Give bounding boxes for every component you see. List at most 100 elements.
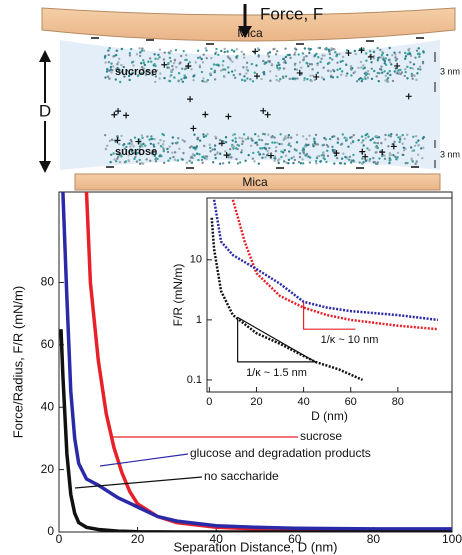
molecule-atom <box>162 149 166 153</box>
molecule-atom <box>345 138 348 142</box>
molecule-atom <box>196 136 199 140</box>
molecule-atom <box>255 141 258 144</box>
molecule-atom <box>343 162 347 165</box>
molecule-atom <box>202 77 205 80</box>
molecule-atom <box>277 61 280 64</box>
molecule-atom <box>217 64 220 67</box>
molecule-atom <box>297 53 300 56</box>
molecule-atom <box>335 156 339 160</box>
plus-charge <box>379 149 386 156</box>
molecule-atom <box>421 137 425 140</box>
molecule-atom <box>308 134 311 137</box>
molecule-atom <box>415 78 418 82</box>
molecule-atom <box>328 56 332 60</box>
molecule-atom <box>138 148 141 151</box>
gap-label: D <box>39 101 51 120</box>
molecule-atom <box>289 56 292 60</box>
molecule-atom <box>117 61 120 64</box>
molecule-atom <box>154 75 158 78</box>
molecule-atom <box>302 58 305 62</box>
molecule-atom <box>250 137 253 140</box>
molecule-atom <box>108 46 111 50</box>
molecule-atom <box>110 138 114 141</box>
molecule-atom <box>323 136 326 140</box>
molecule-atom <box>410 74 414 78</box>
molecule-atom <box>141 162 145 165</box>
molecule-atom <box>177 136 180 140</box>
molecule-atom <box>240 142 244 146</box>
molecule-atom <box>238 161 242 164</box>
molecule-atom <box>152 145 156 148</box>
molecule-atom <box>270 63 274 66</box>
molecule-atom <box>404 51 407 55</box>
plus-charge <box>333 150 340 157</box>
molecule-atom <box>116 156 120 159</box>
plus-charge <box>123 112 130 119</box>
molecule-atom <box>276 50 279 53</box>
molecule-atom <box>268 51 272 54</box>
molecule-atom <box>266 154 269 157</box>
molecule-atom <box>149 159 152 162</box>
molecule-atom <box>404 55 408 58</box>
molecule-atom <box>268 70 272 73</box>
molecule-atom <box>289 145 292 148</box>
molecule-atom <box>336 75 339 79</box>
molecule-atom <box>173 151 177 154</box>
molecule-atom <box>345 157 349 160</box>
molecule-atom <box>331 76 335 79</box>
molecule-atom <box>104 61 107 64</box>
molecule-atom <box>235 157 238 161</box>
molecule-atom <box>202 133 205 136</box>
molecule-atom <box>290 157 293 160</box>
molecule-atom <box>210 67 213 71</box>
molecule-atom <box>234 140 237 144</box>
x-tick-label: 80 <box>367 532 381 546</box>
molecule-atom <box>143 63 147 67</box>
molecule-atom <box>168 79 172 83</box>
molecule-atom <box>347 158 351 161</box>
molecule-atom <box>154 158 157 161</box>
molecule-atom <box>411 67 415 70</box>
molecule-atom <box>258 138 261 142</box>
plus-charge <box>296 69 303 76</box>
molecule-atom <box>330 74 333 78</box>
molecule-atom <box>158 56 161 59</box>
molecule-atom <box>208 143 211 146</box>
molecule-atom <box>171 64 174 68</box>
y-axis-title: F/R (mN/m) <box>171 264 185 327</box>
molecule-atom <box>158 154 161 158</box>
molecule-atom <box>116 153 120 156</box>
plus-charge <box>254 73 261 80</box>
molecule-atom <box>361 157 364 160</box>
molecule-atom <box>198 56 202 59</box>
molecule-atom <box>287 158 291 162</box>
molecule-atom <box>247 153 250 157</box>
molecule-atom <box>159 72 162 75</box>
molecule-atom <box>234 137 237 140</box>
molecule-atom <box>338 67 342 71</box>
molecule-atom <box>144 144 147 147</box>
molecule-atom <box>129 145 132 148</box>
plus-charge <box>111 111 118 118</box>
molecule-atom <box>375 75 378 78</box>
x-tick-label: 80 <box>392 396 404 408</box>
molecule-atom <box>190 161 193 164</box>
molecule-atom <box>154 160 158 163</box>
molecule-atom <box>134 153 138 156</box>
molecule-atom <box>417 144 420 147</box>
molecule-atom <box>280 142 284 146</box>
molecule-atom <box>352 159 355 162</box>
molecule-atom <box>251 80 255 83</box>
molecule-atom <box>190 67 193 71</box>
molecule-atom <box>329 70 333 73</box>
molecule-atom <box>284 135 287 138</box>
plus-charge <box>359 148 366 155</box>
molecule-atom <box>138 54 142 58</box>
molecule-atom <box>118 57 121 61</box>
molecule-atom <box>159 145 163 148</box>
molecule-atom <box>114 78 117 81</box>
molecule-atom <box>169 49 173 53</box>
molecule-atom <box>322 143 326 147</box>
molecule-atom <box>209 146 212 150</box>
